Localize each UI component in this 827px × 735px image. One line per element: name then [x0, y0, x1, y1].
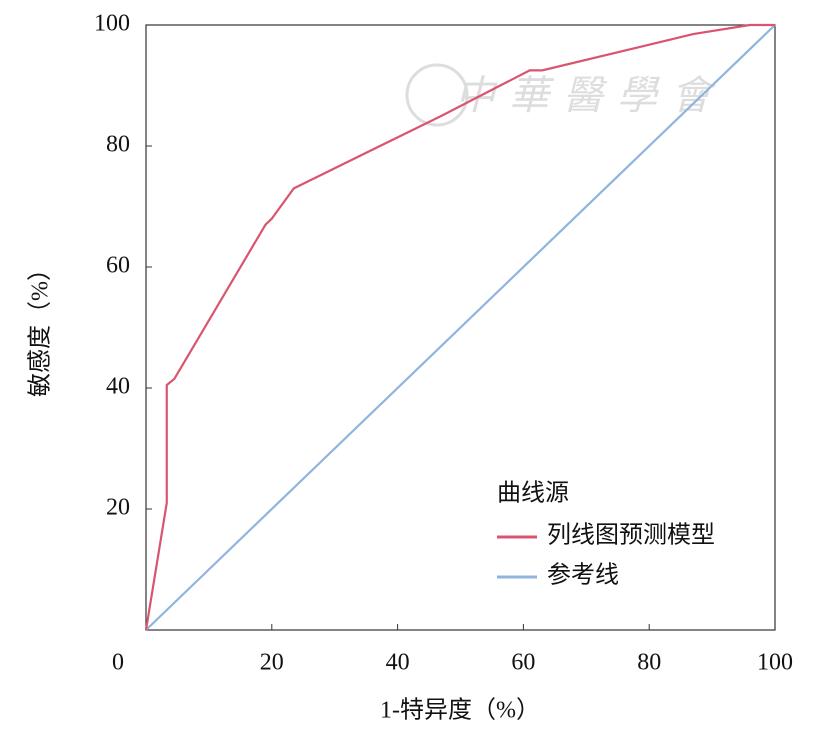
x-axis-label: 1-特异度（%） — [380, 697, 540, 724]
legend-title: 曲线源 — [497, 480, 569, 507]
plot-frame — [145, 24, 776, 631]
roc-line — [144, 23, 775, 631]
x-tick-label: 80 — [637, 650, 661, 676]
watermark-emblem — [405, 63, 469, 127]
y-tick-label: 100 — [94, 11, 130, 37]
x-tick-label: 0 — [112, 650, 124, 676]
legend-label: 列线图预测模型 — [547, 522, 715, 549]
x-tick-label: 60 — [511, 650, 535, 676]
y-tick-label: 40 — [106, 374, 130, 400]
y-tick-label: 80 — [106, 132, 130, 158]
y-tick-label: 60 — [106, 253, 130, 279]
roc-line — [145, 24, 776, 631]
watermark: 中華醫學會 — [455, 73, 725, 118]
x-tick-label: 100 — [757, 650, 793, 676]
legend-label: 参考线 — [547, 562, 619, 589]
y-tick-label: 20 — [106, 495, 130, 521]
x-tick-label: 20 — [260, 650, 284, 676]
y-axis-label: 敏感度（%） — [27, 257, 54, 397]
x-tick-label: 40 — [386, 650, 410, 676]
